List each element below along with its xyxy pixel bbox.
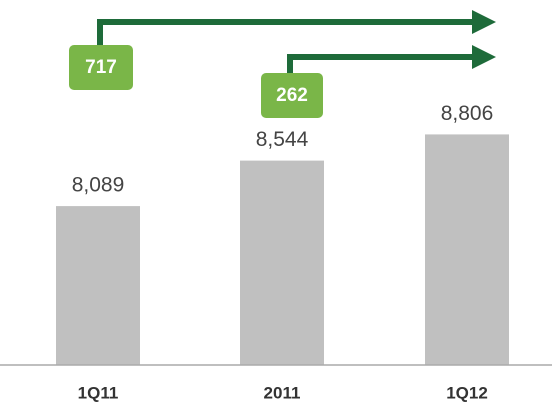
annotation-box — [261, 73, 323, 118]
annotation: 262 — [276, 85, 308, 106]
bar — [425, 134, 509, 365]
x-tick-label: 2011 — [264, 383, 301, 402]
x-tick-label: 1Q12 — [446, 383, 488, 402]
bar — [56, 206, 140, 365]
annotation: 717 — [85, 57, 117, 78]
value-label: 8,544 — [256, 128, 309, 151]
value-label: 8,089 — [72, 174, 125, 197]
bar — [240, 160, 324, 365]
arrow — [97, 10, 496, 50]
value-label: 8,806 — [441, 102, 494, 125]
arrow — [287, 45, 496, 78]
annotation-box — [69, 45, 133, 90]
x-tick-label: 1Q11 — [78, 383, 119, 402]
